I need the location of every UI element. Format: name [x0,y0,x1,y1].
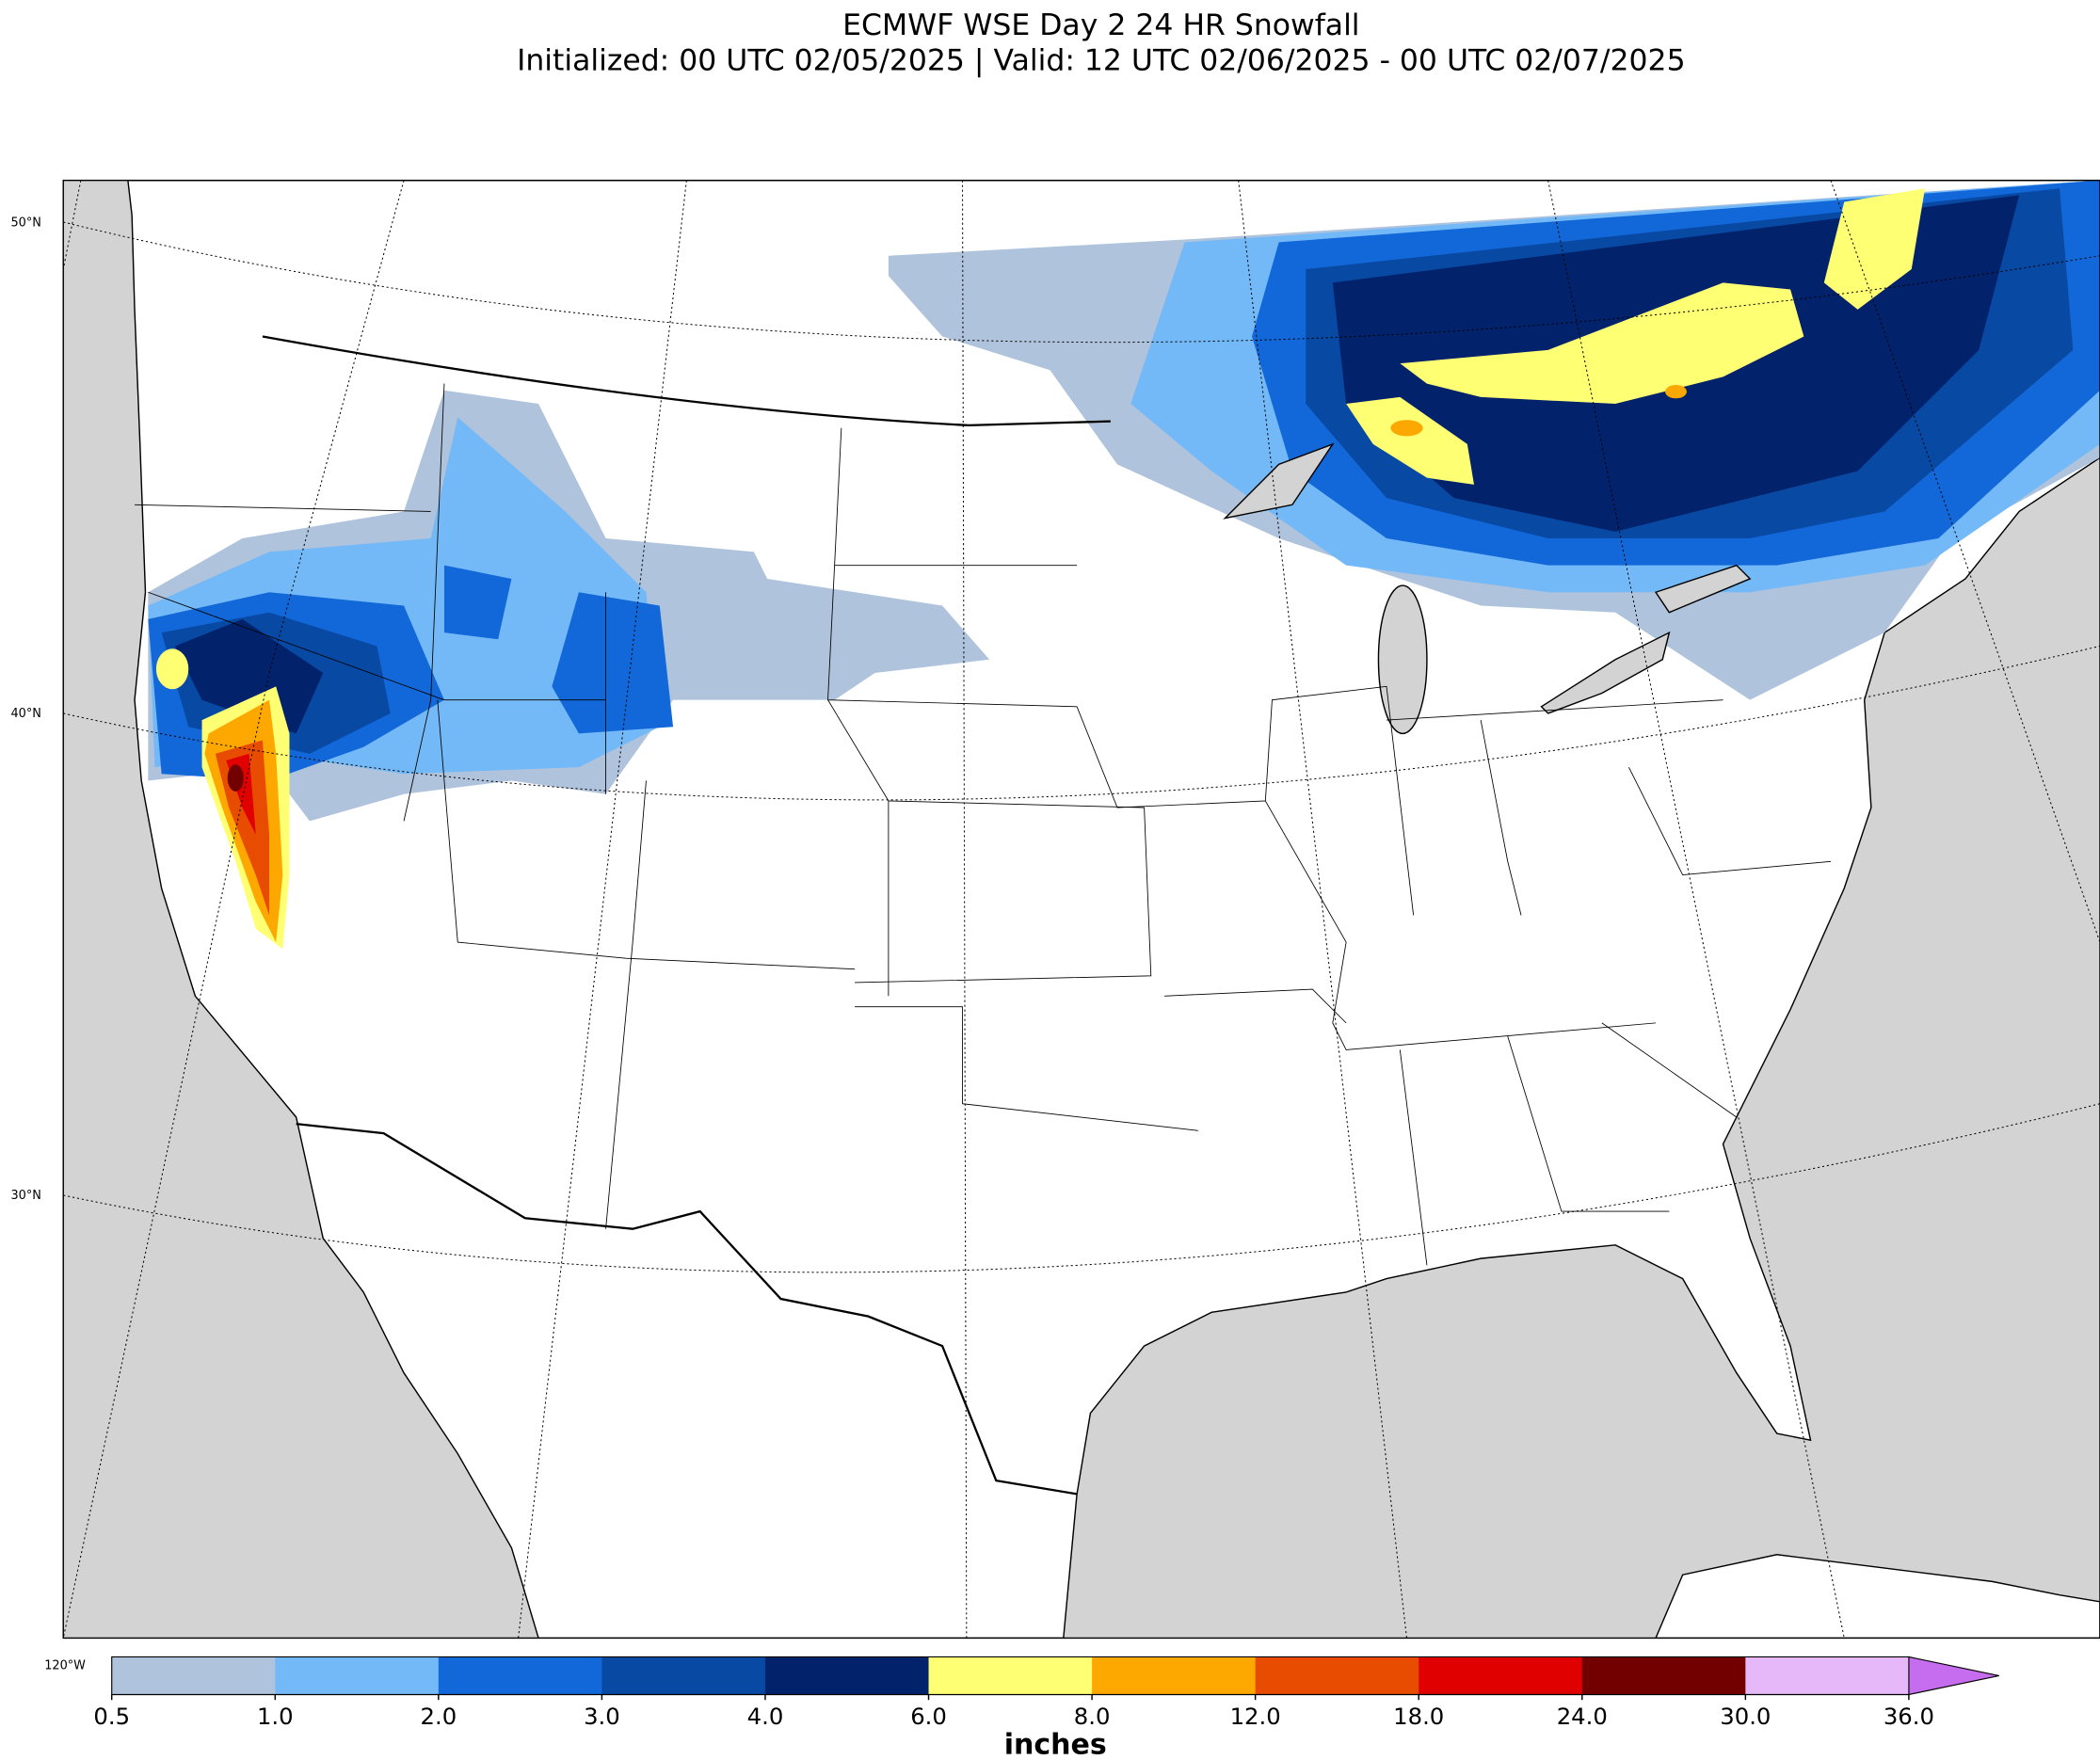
snow-area [1823,188,1926,310]
colorbar-bin [111,1656,276,1695]
country-border [262,335,1111,1496]
lat-label: 50°N [10,216,40,230]
map [63,180,2100,1639]
colorbar-tick-label: 24.0 [1557,1703,1608,1730]
snow-area [155,648,189,690]
colorbar-tick-label: 2.0 [421,1703,457,1730]
cuba [1655,1554,2100,1639]
snowfall [148,180,2100,950]
subtitle: Initialized: 00 UTC 02/05/2025 | Valid: … [517,43,1686,77]
colorbar: 0.5 1.0 2.0 3.0 4.0 6.0 8.0 12.0 18.0 24.0 30.0 36.… [93,1656,1999,1730]
snow-area [174,618,324,734]
colorbar-bin [1581,1656,1747,1695]
colorbar-bin [438,1656,603,1695]
colorbar-tick-label: 8.0 [1074,1703,1111,1730]
lon-label: 120°W [44,1658,86,1672]
colorbar-tick-label: 0.5 [93,1703,130,1730]
colorbar-extend [1908,1656,1999,1696]
colorbar-bin [275,1656,440,1695]
colorbar-tick-label: 18.0 [1393,1703,1444,1730]
snow-area [1665,385,1687,399]
snow-area [1346,396,1474,485]
snow-area [1400,282,1804,405]
colorbar-bin [1745,1656,1910,1695]
graticule [63,180,2100,1639]
lat-label: 30°N [10,1189,40,1203]
colorbar-tick-label: 6.0 [910,1703,947,1730]
colorbar-tick-label: 4.0 [747,1703,784,1730]
colorbar-bin [1255,1656,1419,1695]
state-borders [135,383,1831,1266]
colorbar-tick-label: 1.0 [257,1703,294,1730]
colorbar-bin [601,1656,766,1695]
colorbar-bin [928,1656,1093,1695]
great-lakes [1223,442,1752,735]
colorbar-tick-label: 12.0 [1230,1703,1281,1730]
snow-area [1390,420,1423,437]
colorbar-tick-label: 30.0 [1720,1703,1771,1730]
colorbar-bin [764,1656,930,1695]
colorbar-bin [1419,1656,1583,1695]
colorbar-tick-label: 36.0 [1884,1703,1934,1730]
lat-label: 40°N [10,707,40,721]
colorbar-outline [111,1656,1909,1696]
colorbar-bin [1092,1656,1257,1695]
title: ECMWF WSE Day 2 24 HR Snowfall [842,8,1359,42]
colorbar-unit: inches [1004,1728,1107,1760]
colorbar-tick-label: 3.0 [584,1703,620,1730]
snow-area [552,592,674,734]
snow-area [443,565,512,640]
snow-area [227,764,244,792]
